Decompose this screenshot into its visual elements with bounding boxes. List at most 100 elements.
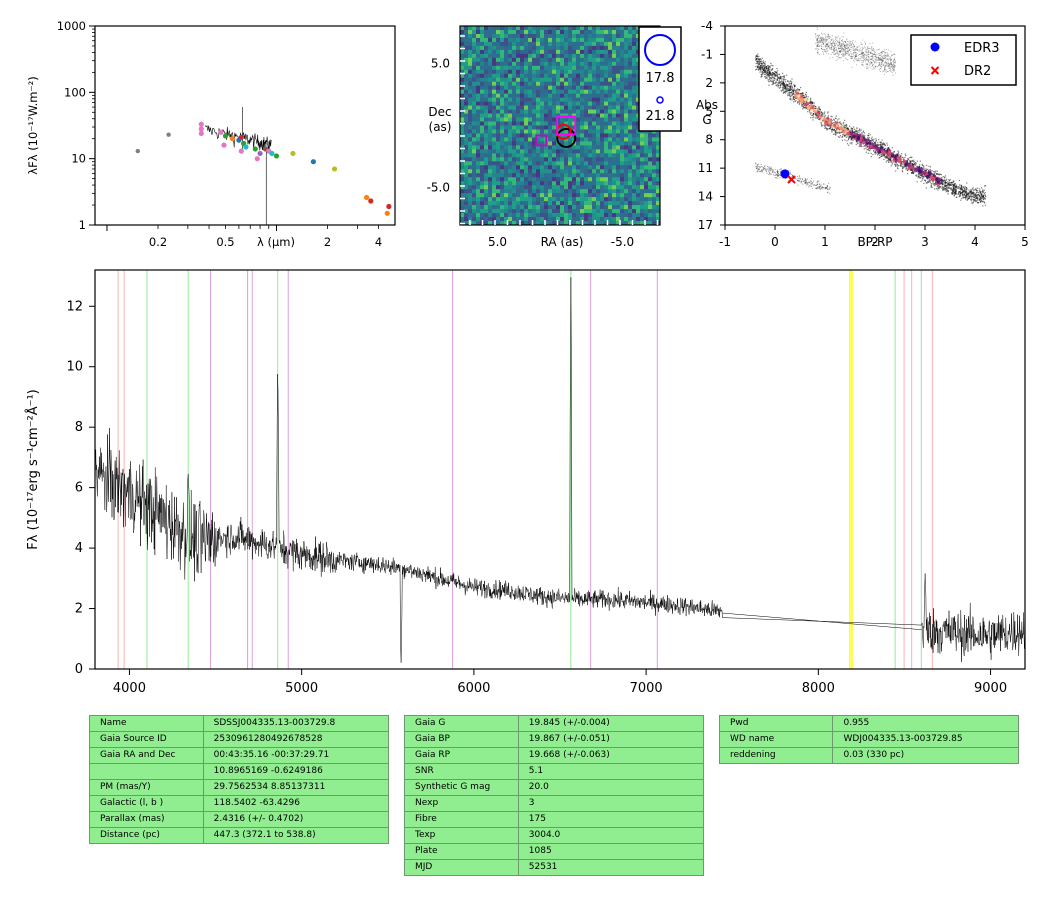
table-row: Gaia RA and Dec 00:43:35.16 -00:37:29.71 [89,747,390,764]
legend-label: 17.8 [646,71,675,86]
x-tick-label: 0.5 [216,235,234,249]
y-tick-label: 5 [705,104,713,118]
table-value-cell: 2.4316 (+/- 0.4702) [202,811,390,828]
sed-point [135,148,140,154]
table-key-cell: Gaia RP [404,747,519,764]
table-key-cell: WD name [718,731,834,748]
sed-point [238,134,244,140]
sed-point [386,203,392,210]
sed-point [238,148,244,154]
y-tick-label: 10 [71,152,86,166]
table-value-cell: 19.867 (+/-0.051) [517,731,705,748]
gaia-density-cloud [755,27,987,207]
legend-box [910,34,1017,86]
table-key-cell: Gaia G [404,715,519,732]
y-tick-label: 1000 [57,19,86,33]
x-axis-label: RA (as) [541,235,584,249]
y-tick-label: -1 [701,47,713,61]
x-tick-label: 5000 [285,681,318,696]
table-value-cell: 19.668 (+/-0.063) [517,747,705,764]
table-row: Gaia G 19.845 (+/-0.004) [404,715,705,732]
sed-point [198,126,204,132]
table-row: Name SDSSJ004335.13-003729.8 [89,715,390,732]
x-tick-label: 1 [821,235,829,249]
table-value-cell: 3004.0 [517,827,705,844]
photometry-table: Gaia G 19.845 (+/-0.004) Gaia BP 19.867 (+/… [404,715,705,876]
table-row: Gaia RP 19.668 (+/-0.063) [404,747,705,764]
table-row: MJD 52531 [404,859,705,876]
table-key-cell: Nexp [404,795,519,812]
sed-point [384,210,390,216]
sed-point [368,198,374,204]
table-row: Nexp 3 [404,795,705,812]
legend-label: DR2 [964,64,991,79]
cmd-point-dr2 [787,175,796,184]
table-row: Gaia Source ID 2530961280492678528 [89,731,390,748]
table-row: SNR 5.1 [404,763,705,780]
table-key-cell: PM (mas/Y) [89,779,204,796]
sed-point [243,144,249,150]
table-key-cell: Galactic (l, b ) [89,795,204,812]
y-axis-label: G [702,113,711,127]
legend-marker-dr2 [930,66,940,75]
sed-point [218,129,224,135]
legend-circle-small [656,96,664,104]
sed-point [269,150,275,157]
y-tick-label: 17 [698,218,713,232]
spectrum-panel: 0 2 4 6 8 10 12 4000 5000 6000 7000 8000 9000 Fλ (10⁻… [25,269,1026,696]
y-axis-label: Dec [428,105,451,119]
table-row: reddening 0.03 (330 pc) [718,747,1019,764]
y-tick-label: -5.0 [427,181,450,195]
table-row: Galactic (l, b ) 118.5402 -63.4296 [89,795,390,812]
x-tick-label: 9000 [974,681,1007,696]
sed-point [290,150,296,157]
table-value-cell: 175 [517,811,705,828]
sed-point [166,132,171,137]
legend-label: 21.8 [646,109,675,124]
legend-marker-edr3 [930,42,940,52]
y-tick-label: 2 [705,76,713,90]
spectrum-trace [94,277,1026,663]
x-tick-label: 0.2 [149,235,167,249]
table-key-cell: Parallax (mas) [89,811,204,828]
x-tick-label: 3 [921,235,929,249]
y-axis-label: (as) [429,120,452,134]
table-value-cell: 0.03 (330 pc) [832,747,1019,764]
sed-point [198,121,204,127]
sed-point [254,156,260,162]
table-value-cell: WDJ004335.13-003729.85 [832,731,1019,748]
y-tick-label: 11 [698,161,713,175]
table-row: Texp 3004.0 [404,827,705,844]
table-value-cell: 447.3 (372.1 to 538.8) [202,827,390,844]
magnitude-legend: 17.8 21.8 [638,26,682,132]
sed-panel: 1 10 100 1000 0.2 0.5 2 4 λ (μm) λFλ (10⁻¹⁷W.m⁻²) [26,19,396,249]
table-value-cell: 5.1 [517,763,705,780]
table-row: 10.8965169 -0.6249186 [89,763,390,780]
cmd-point-edr3 [780,169,790,179]
y-axis-label: Fλ (10⁻¹⁷erg s⁻¹cm⁻²Å⁻¹) [25,389,41,549]
y-tick-label: 6 [75,481,83,496]
table-row: Pwd 0.955 [718,715,1019,732]
y-tick-label: 8 [75,420,83,435]
sed-point [273,153,280,159]
y-axis-label: Abs [696,98,718,112]
table-value-cell: 19.845 (+/-0.004) [517,715,705,732]
y-tick-label: 0 [75,662,83,677]
table-row: Distance (pc) 447.3 (372.1 to 538.8) [89,827,390,844]
table-value-cell: 1085 [517,843,705,860]
legend-label: EDR3 [964,41,1000,56]
x-tick-label: 5 [1021,235,1029,249]
sed-point [229,136,236,142]
table-key-cell: Distance (pc) [89,827,204,844]
x-tick-label: 2 [871,235,879,249]
y-tick-label: 8 [705,133,713,147]
table-value-cell: 2530961280492678528 [202,731,390,748]
source-marker [556,115,577,136]
object-info-table: Name SDSSJ004335.13-003729.8 Gaia Source I… [89,715,390,844]
source-marker [556,127,577,148]
wd-info-table: Pwd 0.955 WD name WDJ004335.13-003729.85 red… [718,715,1019,764]
sed-point [222,133,229,139]
table-key-cell: Gaia BP [404,731,519,748]
x-tick-label: 4000 [113,681,146,696]
